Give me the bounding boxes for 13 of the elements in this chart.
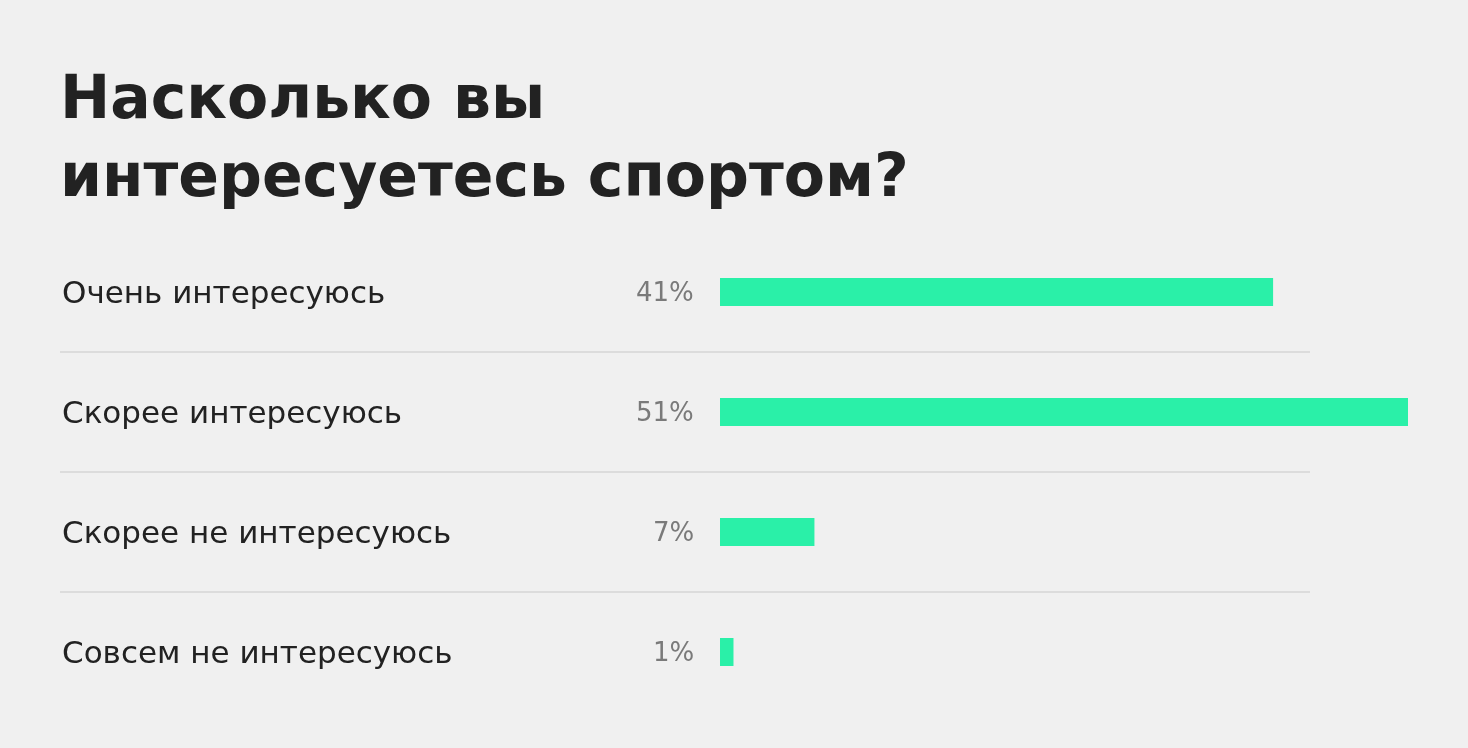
- bar: [720, 398, 1408, 426]
- data-label: 51%: [636, 397, 694, 427]
- y-tick-label: Очень интересуюсь: [62, 274, 386, 310]
- bar: [720, 518, 815, 546]
- bar: [720, 278, 1274, 306]
- chart-title: Насколько вы интересуетесь спортом?: [60, 61, 910, 212]
- y-tick-label: Совсем не интересуюсь: [62, 634, 453, 670]
- y-tick-label: Скорее интересуюсь: [62, 394, 403, 430]
- data-label: 41%: [636, 277, 694, 307]
- bar: [720, 638, 734, 666]
- data-label: 7%: [653, 517, 695, 547]
- y-tick-label: Скорее не интересуюсь: [62, 514, 452, 550]
- data-label: 1%: [653, 637, 695, 667]
